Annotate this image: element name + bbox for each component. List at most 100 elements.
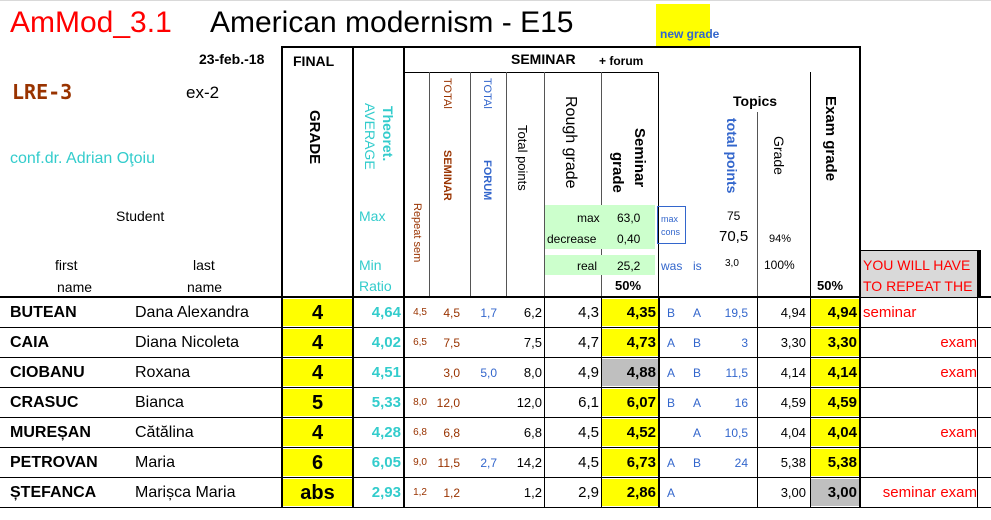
col-divider: [601, 298, 602, 328]
col-divider: [352, 388, 354, 418]
calc-block-bottom: [545, 255, 655, 275]
ratio-label: Ratio: [359, 278, 392, 294]
col-divider: [403, 328, 405, 358]
col-divider: [601, 358, 602, 388]
col-divider: [601, 478, 602, 508]
topics-total-points-value: 3: [741, 336, 748, 350]
new-grade-label: new grade: [660, 27, 720, 41]
student-last-name: BUTEAN: [10, 304, 77, 321]
student-last-name: MUREȘAN: [10, 424, 91, 441]
seminar-grade-value: 4,52: [626, 424, 656, 441]
col-divider: [544, 388, 545, 418]
topics-max: 75: [727, 209, 741, 223]
theoret-label: Theoret.: [380, 106, 396, 162]
rough-grade-value: 2,9: [578, 484, 599, 501]
total-seminar-value: 11,5: [437, 456, 460, 470]
topics-total-points-value: 19,5: [724, 306, 748, 320]
rough-grade-value: 4,5: [578, 454, 599, 471]
rough-grade-value: 4,3: [578, 304, 599, 321]
col-divider: [544, 298, 545, 328]
date-label: 23-feb.-18: [199, 51, 265, 67]
final-grade: abs: [300, 482, 335, 504]
col-divider: [601, 388, 602, 418]
total-seminar-value: 4,5: [443, 306, 460, 320]
student-last-name: CIOBANU: [10, 364, 85, 381]
col-divider: [658, 478, 660, 508]
final-label: FINAL: [293, 53, 335, 69]
col-divider: [352, 328, 354, 358]
col-divider: [757, 328, 758, 358]
col-divider: [859, 298, 861, 328]
final-grade: 4: [311, 422, 324, 444]
calc-real-label: real: [577, 259, 598, 273]
total-points-value: 14,2: [516, 455, 542, 470]
final-cell-bg: [283, 419, 352, 446]
row-divider: [0, 477, 991, 478]
col-divider: [859, 418, 861, 448]
val30: 3,0: [725, 258, 739, 269]
col-divider: [658, 328, 660, 358]
student-first-name: Dana Alexandra: [135, 304, 249, 321]
topic-1-value: A: [666, 456, 675, 470]
calc-block-top: [545, 205, 655, 249]
student-first-name: Bianca: [135, 394, 184, 411]
rough-grade-value: 6,1: [578, 394, 599, 411]
max-cons-box: [657, 206, 686, 244]
topics-grade-value: 4,94: [780, 305, 806, 320]
table-row: ȘTEFANCA Marișca Maria abs 2,93 1,2 1,2 1,2 2,9…: [0, 478, 991, 508]
total-forum-value: [470, 388, 497, 418]
topics-value: 70,5: [719, 228, 749, 245]
theoretical-average: 4,02: [371, 334, 401, 351]
col-divider: [859, 358, 861, 388]
col-divider: [281, 418, 283, 448]
col-divider: [757, 298, 758, 328]
col-divider: [403, 478, 405, 508]
col-divider: [757, 478, 758, 508]
col-divider: [810, 418, 811, 448]
col-divider: [977, 418, 978, 448]
exam-grade-bg: [811, 479, 859, 506]
topics-total-points-label: total points: [724, 118, 740, 194]
total-forum-value: 2,7: [480, 456, 497, 470]
repeat-sem-value: 4,5: [413, 307, 427, 318]
was-label: was: [661, 259, 683, 273]
col-divider: [757, 418, 758, 448]
col-divider: [281, 298, 283, 328]
exam-grade-bg: [811, 359, 859, 386]
repeat-sem-value: 6,5: [413, 337, 427, 348]
exam-grade-bg: [811, 299, 859, 326]
seminar-grade-bg: [602, 359, 658, 386]
final-cell-bg: [283, 299, 352, 326]
row-divider: [0, 327, 991, 328]
table-row: CAIA Diana Nicoleta 4 4,02 6,5 7,5 7,5 4,7 4,73 A…: [0, 328, 991, 358]
total-forum-value: [470, 478, 497, 508]
col-divider: [810, 478, 811, 508]
last-name-label: name: [187, 279, 223, 295]
exam-grade-value: 4,04: [827, 424, 857, 441]
topic-1-value: B: [666, 306, 675, 320]
repeat-note: seminar: [863, 304, 917, 321]
warning-line-1: YOU WILL HAVE: [863, 257, 971, 273]
col-divider: [859, 448, 861, 478]
seminar-grade-value: 6,07: [626, 394, 656, 411]
table-row: MUREȘAN Cătălina 4 4,28 6,8 6,8 6,8 4,5 4,52 A 10,…: [0, 418, 991, 448]
col-divider: [859, 328, 861, 358]
student-first-name: Maria: [135, 454, 176, 471]
repeat-sem-label: Repeat sem: [411, 203, 423, 263]
col-divider: [859, 478, 861, 508]
topics-grade-value: 4,04: [780, 425, 806, 440]
seminar-grade-bg: [602, 449, 658, 476]
total-points-label: Total points: [515, 125, 530, 191]
student-last-name: CRASUC: [10, 394, 79, 411]
is-label: is: [693, 259, 702, 273]
exam-grade-value: 4,14: [827, 364, 857, 381]
topics-grade-value: 4,14: [780, 365, 806, 380]
repeat-note: [863, 388, 977, 418]
seminar-grade-value: 6,73: [626, 454, 656, 471]
topics-grade-value: 3,00: [780, 485, 806, 500]
calc-decrease-label: decrease: [547, 232, 597, 246]
col-divider: [601, 418, 602, 448]
total-seminar-value: 7,5: [443, 336, 460, 350]
max-label: Max: [359, 208, 386, 224]
seminar-grade-value: 4,88: [626, 364, 656, 381]
